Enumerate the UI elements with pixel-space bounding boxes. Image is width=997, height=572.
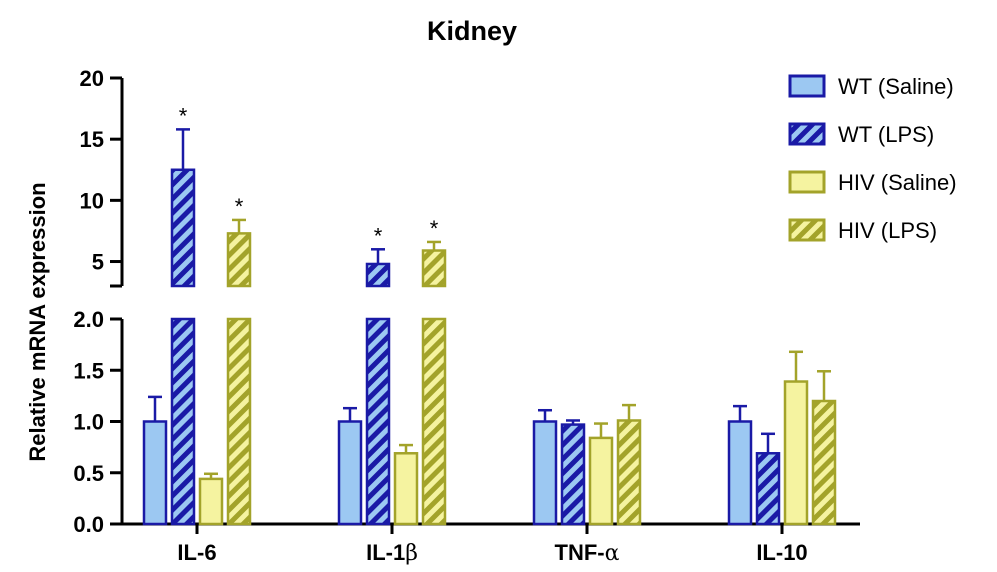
x-tick-labels: IL-6 IL-1β TNF-α IL-10: [177, 540, 807, 566]
y-tick-label: 10: [80, 188, 104, 213]
bar: [532, 420, 558, 526]
bar: [783, 380, 809, 526]
bar: [393, 452, 419, 526]
bar: [811, 399, 837, 526]
bar: [421, 317, 447, 526]
legend-swatch: [788, 122, 826, 146]
significance-marker: *: [374, 223, 383, 248]
x-tick-label: IL-10: [756, 540, 807, 565]
significance-marker: *: [430, 216, 439, 241]
bar: [616, 419, 642, 526]
legend-label: HIV (LPS): [838, 218, 937, 243]
bar: [560, 423, 586, 526]
x-tick-label: IL-1β: [366, 540, 418, 566]
bar-upper-segment: [170, 168, 196, 288]
bar: [365, 317, 391, 526]
significance-marker: *: [235, 194, 244, 219]
legend-label: HIV (Saline): [838, 170, 957, 195]
x-tick-label: IL-6: [177, 540, 216, 565]
significance-marker: *: [179, 103, 188, 128]
bar: [170, 317, 196, 526]
y-tick-label: 0.0: [73, 512, 104, 537]
legend-swatch: [788, 218, 826, 242]
y-tick-label: 5: [92, 250, 104, 275]
bar-upper-segment: [421, 249, 447, 288]
y-tick-label: 20: [80, 66, 104, 91]
bar: [588, 436, 614, 526]
bar: [226, 317, 252, 526]
legend-label: WT (LPS): [838, 122, 934, 147]
legend: WT (Saline) WT (LPS) HIV (Saline) HIV (LPS): [788, 74, 957, 243]
bar: [337, 420, 363, 526]
x-tick-label: TNF-α: [555, 540, 620, 566]
y-tick-label: 1.5: [73, 358, 104, 383]
legend-label: WT (Saline): [838, 74, 954, 99]
bar: [727, 420, 753, 526]
bar: [198, 477, 224, 526]
bar-upper-segment: [365, 262, 391, 288]
y-tick-label: 0.5: [73, 461, 104, 486]
bar: [755, 452, 781, 526]
legend-swatch: [788, 170, 826, 194]
y-tick-label: 1.0: [73, 410, 104, 435]
chart-title: Kidney: [427, 16, 517, 46]
y-axis-label: Relative mRNA expression: [25, 182, 50, 461]
legend-swatch: [788, 74, 826, 98]
bars-layer: * * * *: [142, 103, 837, 526]
bar-upper-segment: [226, 232, 252, 288]
y-tick-label: 15: [80, 127, 104, 152]
y-tick-label: 2.0: [73, 307, 104, 332]
bar: [142, 420, 168, 526]
